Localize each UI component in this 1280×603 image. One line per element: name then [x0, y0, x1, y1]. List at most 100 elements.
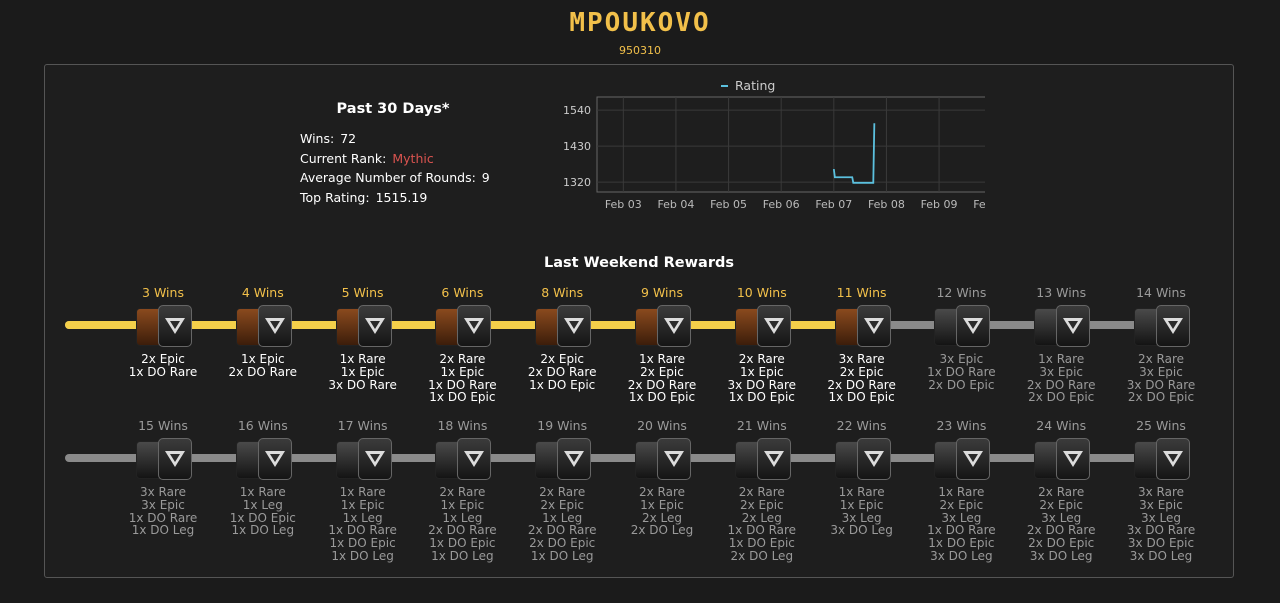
chest-icon[interactable] — [834, 305, 891, 347]
reward-item: 2x Rare — [738, 352, 785, 366]
tier-wins-label: 3 Wins — [142, 285, 184, 300]
reward-item: 1x DO Epic — [928, 536, 995, 551]
reward-item: 1x DO Epic — [828, 390, 895, 405]
tier-rewards-list: 2x Rare 1x Epic 1x DO Rare 1x DO Epic — [412, 353, 512, 404]
reward-item: 2x DO Epic — [1127, 390, 1195, 405]
chest-icon[interactable] — [335, 305, 392, 347]
reward-item: 1x Epic — [340, 364, 385, 379]
tier-wins-label: 25 Wins — [1136, 418, 1186, 433]
rating-chart: Rating 1540 1430 1320 Feb 03 Feb 04 Feb 05 Fe… — [563, 78, 985, 211]
reward-item: 2x Rare — [439, 352, 486, 366]
triangle-inner — [1168, 454, 1178, 462]
tier-wins-label: 13 Wins — [1036, 285, 1087, 300]
tier-rewards-list: 3x Rare 2x Epic 2x DO Rare 1x DO Epic — [812, 353, 912, 404]
chest-icon[interactable] — [535, 438, 592, 480]
reward-item: 1x Rare — [339, 352, 386, 366]
tier-rewards-list: 1x Rare 1x Epic 1x Leg 1x DO Rare 1x DO Epic… — [313, 486, 413, 563]
reward-item: 3x DO Leg — [1129, 548, 1193, 563]
chest-icon[interactable] — [235, 438, 292, 480]
y-tick-label: 1320 — [563, 176, 591, 189]
x-tick-label: Feb 09 — [921, 198, 958, 211]
tier-wins-label: 10 Wins — [736, 285, 787, 300]
chest-front — [657, 438, 691, 480]
triangle-inner — [768, 321, 779, 329]
reward-tier: 17 Wins 1x Rare 1x Epic 1x Leg 1x DO Rare 1x … — [313, 416, 413, 563]
reward-item: 1x DO Leg — [131, 523, 195, 538]
reward-item: 1x Epic — [839, 497, 884, 512]
chest-icon[interactable] — [435, 305, 492, 347]
chest-icon[interactable] — [1034, 438, 1091, 480]
reward-item: 3x Rare — [1137, 485, 1185, 499]
chest-icon[interactable] — [934, 305, 991, 347]
reward-tier: 19 Wins 2x Rare 2x Epic 1x Leg 2x DO Rare 2x … — [512, 416, 612, 563]
tier-wins-label: 21 Wins — [736, 418, 787, 433]
reward-item: 1x DO Rare — [128, 510, 198, 525]
rewards-title: Last Weekend Rewards — [544, 255, 734, 271]
chest-front — [756, 305, 791, 347]
reward-item: 3x Epic — [141, 497, 185, 512]
reward-tier: 11 Wins 3x Rare 2x Epic 2x DO Rare 1x DO Epi… — [812, 283, 912, 404]
chest-icon[interactable] — [635, 305, 691, 347]
chest-icon[interactable] — [435, 438, 492, 480]
reward-item: 3x Rare — [838, 352, 885, 366]
reward-item: 1x Rare — [938, 485, 985, 499]
reward-item: 3x DO Epic — [1127, 536, 1195, 551]
reward-item: 2x DO Leg — [630, 523, 694, 538]
chest-front — [557, 305, 592, 347]
y-tick-label: 1430 — [563, 140, 591, 153]
x-tick-label: Feb 06 — [763, 198, 800, 211]
reward-item: 2x Epic — [839, 364, 884, 379]
chest-icon[interactable] — [1034, 305, 1091, 347]
y-tick-label: 1540 — [563, 104, 591, 117]
triangle-inner — [469, 321, 480, 329]
triangle-inner — [170, 321, 180, 329]
triangle-inner — [669, 321, 679, 329]
progress-track-row2 — [65, 454, 1190, 462]
chest-icon[interactable] — [1134, 305, 1190, 347]
top-rating-label: Top Rating: — [300, 189, 370, 205]
chest-front — [357, 305, 392, 347]
chest-icon[interactable] — [734, 438, 791, 480]
reward-item: 1x DO Epic — [728, 536, 795, 551]
chest-icon[interactable] — [734, 305, 791, 347]
chest-front — [158, 438, 192, 480]
triangle-inner — [669, 454, 679, 462]
reward-item: 3x Epic — [1039, 364, 1084, 379]
tier-wins-label: 6 Wins — [441, 285, 484, 300]
chest-icon[interactable] — [136, 305, 192, 347]
legend-label: Rating — [735, 78, 775, 93]
chest-icon[interactable] — [934, 438, 991, 480]
wins-value: 72 — [340, 131, 357, 146]
tier-wins-label: 24 Wins — [1036, 418, 1087, 433]
reward-item: 2x Rare — [738, 485, 785, 499]
tier-rewards-list: 2x Rare 3x Epic 3x DO Rare 2x DO Epic — [1111, 353, 1211, 404]
reward-item: 2x DO Rare — [428, 523, 497, 538]
reward-item: 2x Epic — [540, 352, 585, 366]
tier-rewards-list: 1x Rare 3x Epic 2x DO Rare 2x DO Epic — [1011, 353, 1111, 404]
reward-item: 3x Leg — [1140, 510, 1182, 525]
tier-wins-label: 9 Wins — [641, 285, 683, 300]
progress-track-row1 — [860, 321, 1190, 329]
triangle-inner — [369, 454, 380, 462]
reward-item: 1x Epic — [739, 364, 784, 379]
chest-icon[interactable] — [535, 305, 592, 347]
reward-item: 1x Rare — [1038, 352, 1085, 366]
chest-icon[interactable] — [335, 438, 392, 480]
stats-title: Past 30 Days* — [336, 101, 450, 117]
chest-icon[interactable] — [1134, 438, 1190, 480]
reward-tier: 3 Wins 2x Epic 1x DO Rare — [113, 283, 213, 379]
chest-icon[interactable] — [635, 438, 691, 480]
triangle-inner — [170, 454, 180, 462]
reward-item: 1x DO Epic — [728, 390, 795, 405]
reward-item: 2x DO Rare — [1026, 377, 1096, 392]
chest-front — [257, 438, 292, 480]
chest-front — [756, 438, 791, 480]
reward-item: 2x Rare — [1137, 352, 1185, 366]
chest-icon[interactable] — [235, 305, 292, 347]
chest-icon[interactable] — [834, 438, 891, 480]
reward-item: 2x DO Epic — [928, 377, 995, 392]
chest-icon[interactable] — [136, 438, 192, 480]
tier-rewards-list: 1x Epic 2x DO Rare — [213, 353, 313, 379]
tier-wins-label: 15 Wins — [138, 418, 188, 433]
reward-item: 1x Leg — [342, 510, 383, 525]
